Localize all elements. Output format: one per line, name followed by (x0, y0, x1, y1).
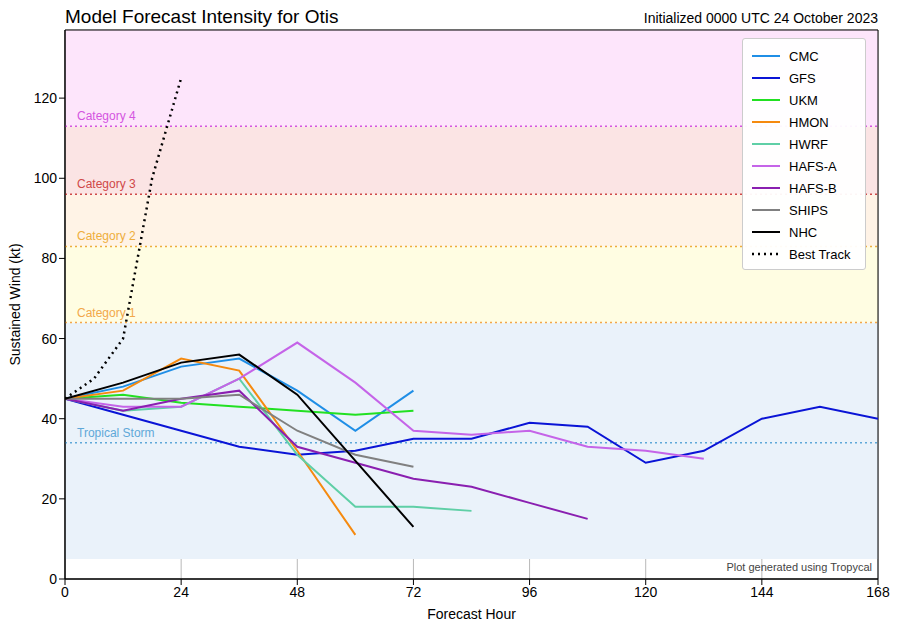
svg-text:72: 72 (406, 584, 422, 600)
html-text:HMON: HMON (789, 114, 829, 130)
html-text:Plot generated using Tropycal: Plot generated using Tropycal (726, 561, 872, 573)
svg-text:24: 24 (173, 584, 189, 600)
html-text:SHIPS: SHIPS (789, 202, 828, 218)
html-text:Model Forecast Intensity for O: Model Forecast Intensity for Otis (65, 6, 339, 27)
svg-text:Category 4: Category 4 (77, 109, 136, 123)
html-text:HAFS-A: HAFS-A (789, 158, 837, 174)
html-text:HAFS-B: HAFS-B (789, 180, 837, 196)
svg-text:168: 168 (866, 584, 890, 600)
svg-text:60: 60 (41, 331, 57, 347)
html-text:Best Track: Best Track (789, 246, 851, 262)
html-text:CMC: CMC (789, 48, 819, 64)
svg-text:0: 0 (61, 584, 69, 600)
svg-text:Category 2: Category 2 (77, 229, 136, 243)
svg-text:Tropical Storm: Tropical Storm (77, 426, 155, 440)
svg-text:120: 120 (34, 90, 58, 106)
svg-text:144: 144 (750, 584, 774, 600)
svg-text:0: 0 (49, 571, 57, 587)
svg-text:80: 80 (41, 250, 57, 266)
svg-text:48: 48 (289, 584, 305, 600)
svg-text:20: 20 (41, 491, 57, 507)
html-text:Initialized 0000 UTC 24 Octobe: Initialized 0000 UTC 24 October 2023 (643, 10, 878, 26)
svg-text:Category 3: Category 3 (77, 177, 136, 191)
svg-text:Category 1: Category 1 (77, 306, 136, 320)
svg-text:Forecast Hour: Forecast Hour (427, 606, 516, 622)
html-text:UKM: UKM (789, 92, 818, 108)
svg-text:40: 40 (41, 411, 57, 427)
svg-text:100: 100 (34, 170, 58, 186)
svg-text:120: 120 (634, 584, 658, 600)
svg-text:96: 96 (522, 584, 538, 600)
html-text:GFS: GFS (789, 70, 816, 86)
html-text:NHC: NHC (789, 224, 818, 240)
svg-text:Sustained Wind (kt): Sustained Wind (kt) (8, 243, 23, 365)
html-text:HWRF: HWRF (789, 136, 828, 152)
